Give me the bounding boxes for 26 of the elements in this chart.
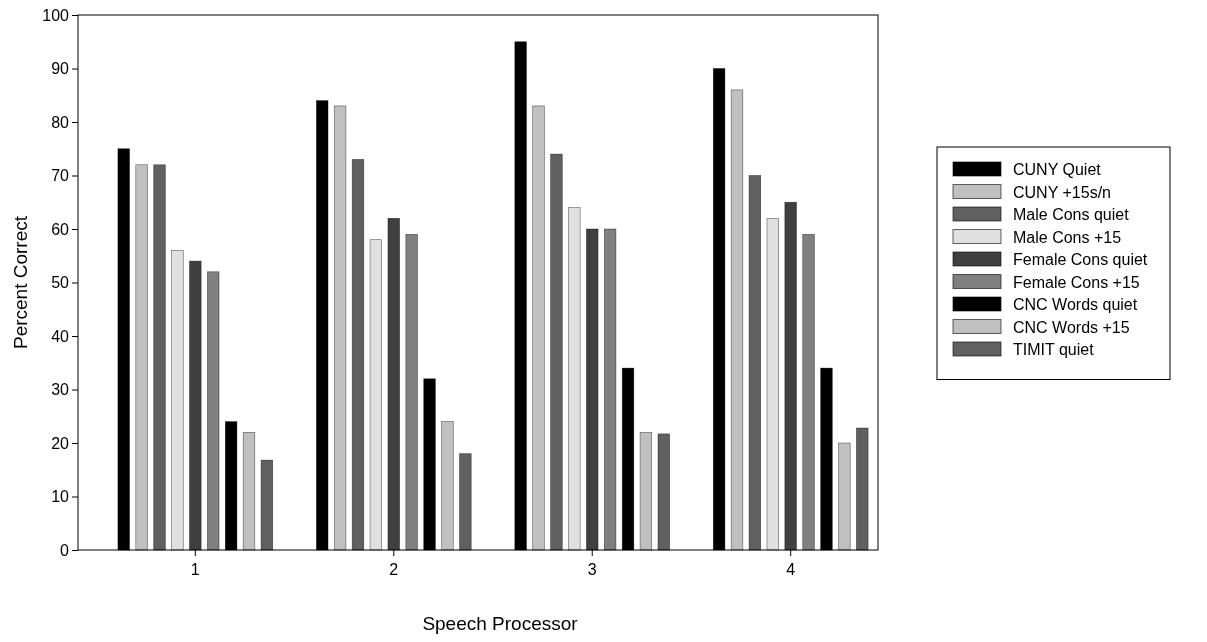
y-tick-label: 10 bbox=[51, 488, 70, 506]
legend-label: Male Cons quiet bbox=[1013, 206, 1130, 223]
x-tick-label: 1 bbox=[190, 561, 200, 578]
x-tick-label: 4 bbox=[786, 561, 796, 578]
legend-label: Male Cons +15 bbox=[1013, 228, 1122, 246]
y-tick-label: 70 bbox=[51, 167, 70, 185]
legend-label: Female Cons quiet bbox=[1013, 251, 1148, 268]
y-tick-label: 80 bbox=[51, 113, 70, 131]
x-tick-label: 3 bbox=[587, 561, 597, 578]
legend-label: TIMIT quiet bbox=[1013, 341, 1095, 358]
legend-label: Female Cons +15 bbox=[1013, 273, 1140, 291]
x-axis-title: Speech Processor bbox=[422, 613, 579, 634]
y-tick-label: 100 bbox=[42, 6, 70, 24]
y-axis-title: Percent Correct bbox=[10, 215, 31, 350]
y-tick-label: 50 bbox=[51, 274, 70, 292]
legend-label: CNC Words quiet bbox=[1013, 296, 1138, 313]
y-tick-label: 40 bbox=[51, 327, 70, 345]
y-tick-label: 20 bbox=[51, 434, 70, 452]
legend-label: CUNY Quiet bbox=[1013, 161, 1102, 178]
y-tick-label: 30 bbox=[51, 381, 70, 399]
y-tick-label: 90 bbox=[51, 60, 70, 78]
legend-label: CUNY +15s/n bbox=[1013, 183, 1111, 201]
x-tick-label: 2 bbox=[389, 561, 399, 578]
legend-label: CNC Words +15 bbox=[1013, 318, 1130, 336]
y-tick-label: 0 bbox=[60, 541, 70, 559]
y-tick-label: 60 bbox=[51, 220, 70, 238]
